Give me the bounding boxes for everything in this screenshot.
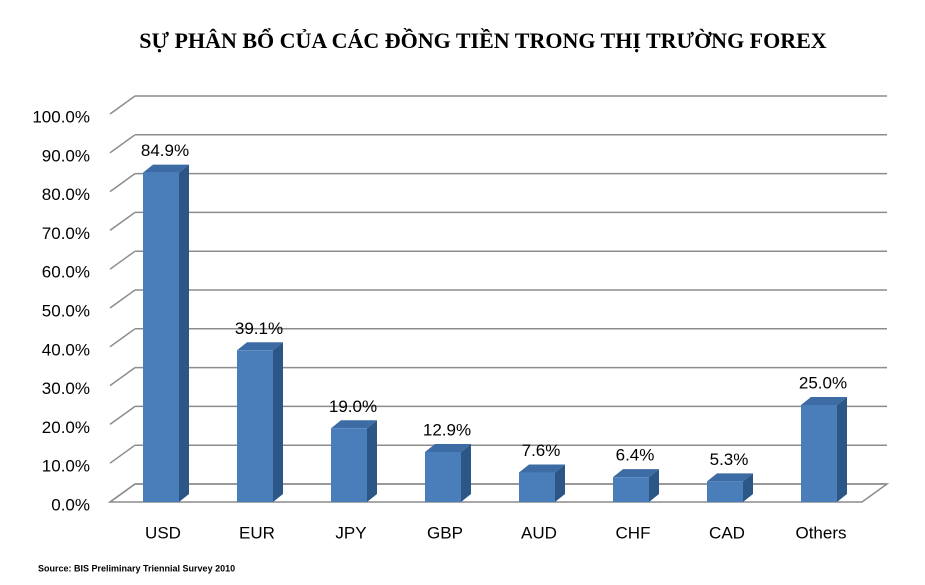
value-label: 84.9% xyxy=(141,141,189,160)
grid-line xyxy=(109,95,887,115)
value-label: 7.6% xyxy=(522,441,561,460)
bar-side xyxy=(179,164,189,502)
y-tick-label: 80.0% xyxy=(42,185,90,204)
bar-front xyxy=(331,428,367,502)
bar-top xyxy=(519,464,565,473)
bar-front xyxy=(237,350,273,502)
grid-diagonal xyxy=(109,366,136,387)
grid-line xyxy=(109,328,887,348)
grid-diagonal xyxy=(109,172,136,193)
bar-top xyxy=(143,164,189,173)
x-tick-label: EUR xyxy=(239,523,275,542)
bar-side xyxy=(555,464,565,502)
grid-line xyxy=(109,172,887,193)
bar xyxy=(237,342,283,502)
y-tick-label: 50.0% xyxy=(42,301,90,320)
y-tick-label: 90.0% xyxy=(42,146,90,165)
y-tick-label: 0.0% xyxy=(51,495,90,514)
value-label: 25.0% xyxy=(799,373,847,392)
grid-line xyxy=(109,444,887,464)
bar-front xyxy=(425,451,461,502)
grid-line xyxy=(109,250,887,270)
bar-side xyxy=(649,469,659,502)
bar-top xyxy=(237,342,283,351)
bar xyxy=(519,464,565,502)
x-tick-label: USD xyxy=(145,523,181,542)
bar xyxy=(707,473,753,502)
value-label: 39.1% xyxy=(235,319,283,338)
chart-title: SỰ PHÂN BỔ CỦA CÁC ĐỒNG TIỀN TRONG THỊ T… xyxy=(139,28,826,53)
y-tick-label: 60.0% xyxy=(42,263,90,282)
bar xyxy=(425,443,471,502)
grid-line xyxy=(109,211,887,232)
grid-diagonal xyxy=(109,328,136,348)
grid-diagonal xyxy=(109,405,136,426)
value-label: 19.0% xyxy=(329,397,377,416)
bar-top xyxy=(707,473,753,482)
grid-diagonal xyxy=(109,444,136,464)
x-tick-label: CAD xyxy=(709,523,745,542)
grid-diagonal xyxy=(109,134,136,154)
y-tick-label: 70.0% xyxy=(42,224,90,243)
y-tick-label: 30.0% xyxy=(42,379,90,398)
grid-diagonal xyxy=(109,483,136,503)
grid-diagonal xyxy=(109,211,136,232)
grid-line xyxy=(109,289,887,309)
bar xyxy=(613,469,659,502)
x-tick-label: GBP xyxy=(427,523,463,542)
bar-side xyxy=(367,420,377,502)
floor xyxy=(107,483,890,503)
bar xyxy=(143,164,189,502)
x-tick-label: CHF xyxy=(616,523,651,542)
bar-front xyxy=(707,481,743,502)
bar-side xyxy=(273,342,283,502)
x-tick-label: JPY xyxy=(335,523,366,542)
grid-line xyxy=(109,405,887,426)
bar-top xyxy=(613,469,659,478)
bar-top xyxy=(425,443,471,452)
bar xyxy=(801,397,847,502)
bar-side xyxy=(837,397,847,502)
bar-top xyxy=(801,397,847,405)
bar-front xyxy=(801,405,837,502)
bar-top xyxy=(331,420,377,429)
y-tick-label: 20.0% xyxy=(42,418,90,437)
bar-side xyxy=(743,473,753,502)
grid-line xyxy=(109,483,887,503)
x-tick-label: AUD xyxy=(521,523,557,542)
bar-side xyxy=(461,443,471,502)
y-tick-label: 100.0% xyxy=(32,107,90,126)
grid-diagonal xyxy=(109,250,136,270)
value-label: 12.9% xyxy=(423,420,471,439)
grid-line xyxy=(109,366,887,387)
value-label: 5.3% xyxy=(710,450,749,469)
y-tick-label: 40.0% xyxy=(42,340,90,359)
y-tick-label: 10.0% xyxy=(42,457,90,476)
value-label: 6.4% xyxy=(616,446,655,465)
bar xyxy=(331,420,377,502)
grid-diagonal xyxy=(109,289,136,309)
bar-front xyxy=(519,472,555,502)
bar-front xyxy=(143,172,179,502)
grid-diagonal xyxy=(109,95,136,115)
grid-line xyxy=(109,134,887,154)
source-note: Source: BIS Preliminary Triennial Survey… xyxy=(38,563,235,573)
x-tick-label: Others xyxy=(795,523,846,542)
bar-front xyxy=(613,477,649,502)
